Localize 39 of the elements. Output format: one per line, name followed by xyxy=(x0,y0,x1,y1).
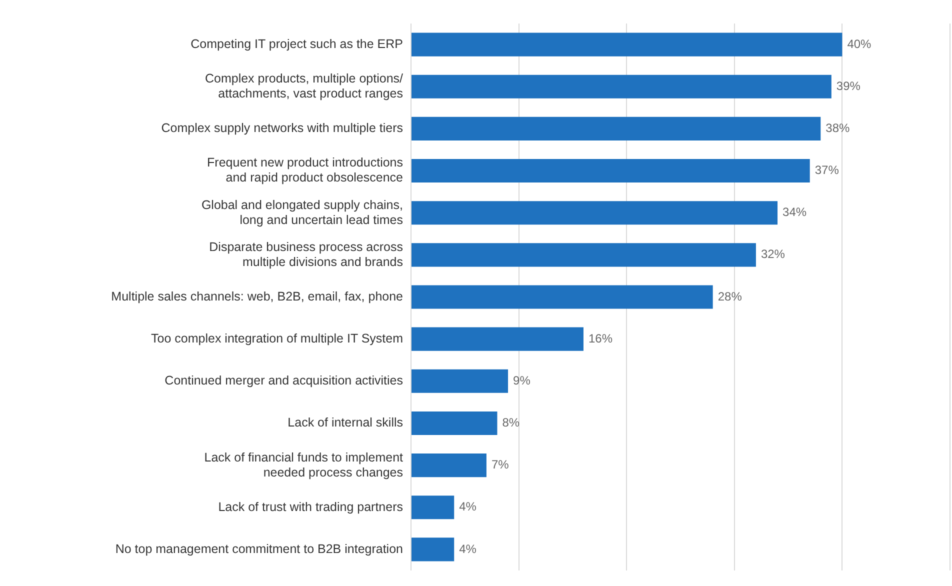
data-label: 9% xyxy=(513,373,531,388)
bar xyxy=(412,285,713,309)
data-label: 28% xyxy=(718,289,742,304)
data-label: 37% xyxy=(814,163,840,178)
y-tick-label: Too complex integration of multiple IT System xyxy=(151,332,403,346)
y-tick-label: Lack of trust with trading partners xyxy=(218,500,403,514)
data-label: 4% xyxy=(459,500,477,514)
bar xyxy=(412,158,810,183)
bar xyxy=(412,201,778,225)
bar xyxy=(412,243,756,267)
data-label: 8% xyxy=(502,416,520,430)
bar xyxy=(412,369,508,393)
bar xyxy=(412,454,486,478)
data-label: 40% xyxy=(847,36,872,51)
data-label: 38% xyxy=(826,121,850,136)
bar xyxy=(412,116,821,140)
bar xyxy=(412,32,842,56)
data-label: 39% xyxy=(836,78,861,93)
bar xyxy=(412,74,832,98)
y-tick-label: Lack of financial funds to implement needed process changes xyxy=(204,450,404,480)
data-label: 7% xyxy=(491,458,510,472)
bar xyxy=(412,327,584,351)
y-tick-label: Continued merger and acquisition activities xyxy=(164,374,403,388)
data-label: 34% xyxy=(782,205,807,220)
bar xyxy=(412,411,498,436)
y-tick-label: Competing IT project such as the ERP xyxy=(190,36,403,51)
bar xyxy=(412,538,454,562)
y-tick-label: Disparate business process across multiple divisions and brands xyxy=(209,240,403,269)
y-tick-label: Lack of internal skills xyxy=(288,416,403,430)
data-label: 4% xyxy=(459,542,477,556)
y-tick-label: No top management commitment to B2B integration xyxy=(115,542,404,556)
y-tick-label: Frequent new product introductions and rapid product obsolescence xyxy=(207,156,404,185)
y-tick-label: Complex supply networks with multiple tiers xyxy=(161,121,403,136)
y-tick-label: Global and elongated supply chains, long and uncertain lead times xyxy=(201,198,403,227)
y-tick-label: Complex products, multiple options/ attachments, vast product ranges xyxy=(204,72,404,101)
data-label: 16% xyxy=(588,331,613,346)
bar xyxy=(412,496,454,520)
y-tick-label: Multiple sales channels: web, B2B, email, fax, phone xyxy=(111,289,404,304)
data-label: 32% xyxy=(760,247,786,262)
